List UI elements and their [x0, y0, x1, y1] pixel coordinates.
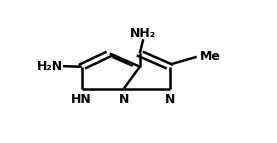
Text: N: N [119, 93, 130, 106]
Text: Me: Me [200, 50, 221, 63]
Text: NH₂: NH₂ [130, 27, 156, 40]
Text: HN: HN [70, 93, 91, 106]
Text: N: N [165, 93, 176, 106]
Text: H₂N: H₂N [37, 60, 63, 73]
